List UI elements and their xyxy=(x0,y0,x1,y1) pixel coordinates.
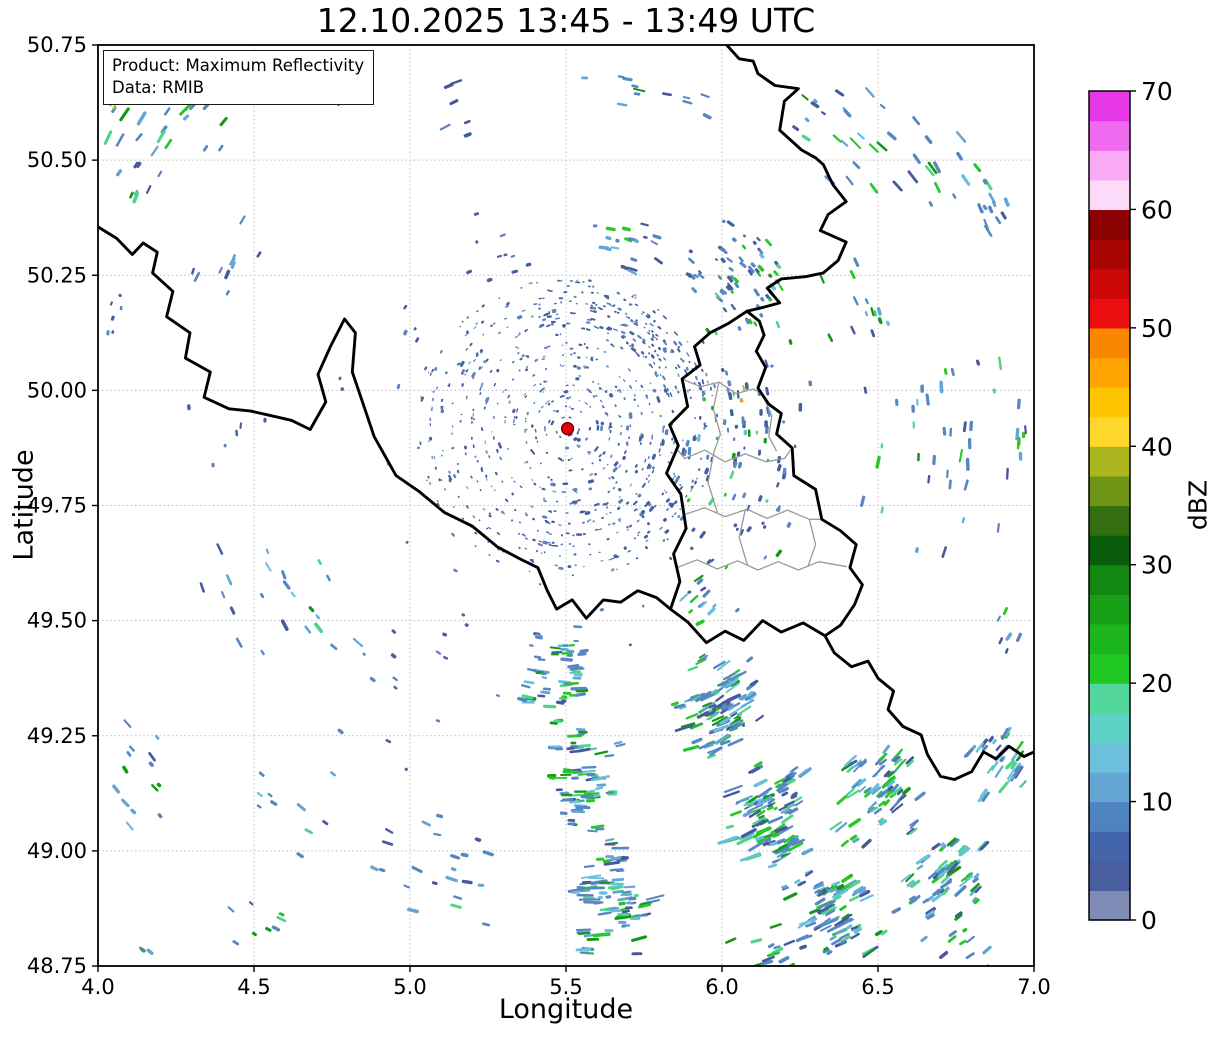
colorbar-tick-label: 40 xyxy=(1141,432,1173,461)
x-tick-label: 4.5 xyxy=(237,975,270,999)
colorbar-band xyxy=(1089,268,1130,299)
border-be_fr xyxy=(98,225,672,620)
figure-title: 12.10.2025 13:45 - 13:49 UTC xyxy=(316,1,816,40)
y-tick-label: 50.75 xyxy=(27,33,87,57)
colorbar-band xyxy=(1089,239,1130,270)
colorbar-band xyxy=(1089,475,1130,507)
border-fr_de xyxy=(823,634,1034,781)
y-axis-label: Latitude xyxy=(8,449,40,561)
colorbar-tick-label: 60 xyxy=(1141,195,1173,224)
y-tick-label: 50.25 xyxy=(27,263,87,287)
colorbar-band xyxy=(1089,860,1130,891)
y-tick-label: 50.50 xyxy=(27,148,87,172)
colorbar-tick-label: 70 xyxy=(1141,77,1173,106)
tick-labels: 4.0 4.5 5.0 5.5 6.0 6.5 7.0 48.75 49.00 49.25 49.5… xyxy=(27,33,1051,999)
colorbar-band xyxy=(1089,623,1130,655)
x-axis-label: Longitude xyxy=(498,994,634,1025)
colorbar-band xyxy=(1089,150,1130,181)
annotation-box: Product: Maximum Reflectivity Data: RMIB xyxy=(103,50,375,105)
colorbar-band xyxy=(1089,831,1130,862)
colorbar-band xyxy=(1089,120,1130,151)
colorbar-tick-label: 10 xyxy=(1141,788,1173,817)
x-tick-label: 7.0 xyxy=(1017,975,1050,999)
canton-borders xyxy=(676,378,847,571)
canton-border-line xyxy=(707,451,718,513)
canton-border-line xyxy=(676,447,793,463)
canton-border-line xyxy=(712,381,722,452)
colorbar-tick-label: 0 xyxy=(1141,906,1157,935)
colorbar-band xyxy=(1089,771,1130,803)
y-tick-label: 49.75 xyxy=(27,494,87,518)
canton-border-line xyxy=(681,378,763,395)
colorbar-tick-label: 30 xyxy=(1141,551,1173,580)
colorbar-band xyxy=(1089,387,1130,418)
colorbar-label: dBZ xyxy=(1183,479,1213,531)
y-tick-label: 48.75 xyxy=(27,954,87,978)
colorbar-band xyxy=(1089,742,1130,773)
colorbar-band xyxy=(1089,209,1130,240)
border-lux xyxy=(665,309,864,645)
radar-site-marker xyxy=(560,421,575,436)
annotation-data-line: Data: RMIB xyxy=(112,77,205,97)
colorbar-frame xyxy=(1088,90,1131,921)
canton-border-line xyxy=(738,509,749,566)
x-tick-label: 4.0 xyxy=(81,975,114,999)
colorbar-band xyxy=(1089,357,1130,388)
colorbar-band xyxy=(1089,683,1130,714)
colorbar-band xyxy=(1089,801,1130,832)
canton-border-line xyxy=(683,507,822,520)
colorbar-band xyxy=(1089,416,1130,447)
y-tick-label: 49.00 xyxy=(27,839,87,863)
x-tick-label: 5.5 xyxy=(549,975,582,999)
colorbar-band xyxy=(1089,712,1130,743)
colorbar-band xyxy=(1089,327,1130,359)
axis-ticks xyxy=(92,44,1035,972)
country-borders xyxy=(98,45,1034,781)
colorbar-band xyxy=(1089,298,1130,329)
canton-border-line xyxy=(676,559,847,571)
y-tick-label: 49.50 xyxy=(27,609,87,633)
x-tick-label: 6.5 xyxy=(861,975,894,999)
colorbar-band xyxy=(1089,446,1130,477)
colorbar-band xyxy=(1089,535,1130,566)
annotation-product-line: Product: Maximum Reflectivity xyxy=(112,56,365,75)
colorbar-band xyxy=(1089,890,1130,921)
colorbar-tick-label: 20 xyxy=(1141,669,1173,698)
x-tick-label: 6.0 xyxy=(705,975,738,999)
colorbar-band xyxy=(1089,594,1130,625)
canton-border-line xyxy=(807,519,817,567)
canton-border-line xyxy=(761,393,778,452)
y-tick-label: 49.25 xyxy=(27,724,87,748)
colorbar-band xyxy=(1089,564,1130,595)
ground-clutter xyxy=(419,279,719,577)
colorbar-band xyxy=(1089,505,1130,536)
y-tick-label: 50.00 xyxy=(27,378,87,402)
colorbar-tick-label: 50 xyxy=(1141,314,1173,343)
colorbar: 0 10 20 30 40 50 60 70 xyxy=(1088,77,1173,935)
colorbar-band xyxy=(1089,653,1130,684)
colorbar-band xyxy=(1089,179,1130,211)
border-be_de xyxy=(725,45,848,313)
colorbar-band xyxy=(1089,91,1130,122)
radar-echoes xyxy=(103,60,1027,966)
x-tick-label: 5.0 xyxy=(393,975,426,999)
